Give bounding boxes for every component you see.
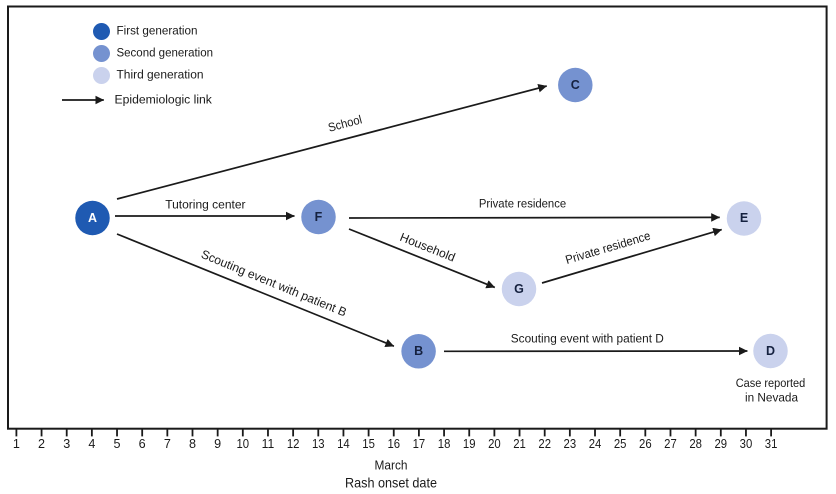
svg-text:23: 23: [564, 437, 577, 451]
svg-text:27: 27: [664, 437, 677, 451]
svg-text:8: 8: [189, 437, 196, 451]
svg-text:C: C: [571, 78, 580, 92]
svg-text:13: 13: [312, 437, 325, 451]
svg-text:Case reported: Case reported: [736, 376, 806, 390]
svg-text:24: 24: [589, 437, 602, 451]
svg-text:16: 16: [387, 437, 400, 451]
svg-text:7: 7: [164, 437, 171, 451]
svg-text:1: 1: [13, 437, 20, 451]
svg-text:14: 14: [337, 437, 350, 451]
svg-text:D: D: [766, 344, 775, 358]
svg-text:11: 11: [262, 437, 275, 451]
svg-text:26: 26: [639, 437, 652, 451]
svg-text:4: 4: [88, 437, 95, 451]
svg-text:18: 18: [438, 437, 451, 451]
svg-text:First generation: First generation: [117, 23, 198, 37]
svg-text:March: March: [375, 458, 408, 473]
svg-text:29: 29: [715, 437, 728, 451]
svg-text:21: 21: [513, 437, 526, 451]
svg-text:9: 9: [214, 437, 221, 451]
svg-text:Scouting event with patient D: Scouting event with patient D: [511, 332, 664, 346]
svg-text:25: 25: [614, 437, 627, 451]
svg-text:Rash onset date: Rash onset date: [345, 475, 437, 491]
svg-text:F: F: [315, 210, 323, 224]
svg-text:5: 5: [114, 437, 121, 451]
svg-text:in Nevada: in Nevada: [745, 391, 798, 405]
svg-text:15: 15: [362, 437, 375, 451]
svg-text:3: 3: [63, 437, 70, 451]
svg-text:Epidemiologic link: Epidemiologic link: [115, 93, 213, 107]
svg-text:12: 12: [287, 437, 300, 451]
svg-text:19: 19: [463, 437, 476, 451]
svg-text:G: G: [514, 282, 524, 296]
svg-text:Scouting event with patient B: Scouting event with patient B: [199, 247, 349, 319]
svg-text:Private residence: Private residence: [479, 197, 566, 211]
svg-text:A: A: [88, 211, 97, 225]
svg-text:Private residence: Private residence: [564, 229, 653, 267]
svg-text:20: 20: [488, 437, 501, 451]
svg-text:Second generation: Second generation: [117, 45, 214, 59]
svg-text:30: 30: [740, 437, 753, 451]
svg-text:28: 28: [689, 437, 702, 451]
svg-text:6: 6: [139, 437, 146, 451]
svg-text:School: School: [327, 112, 364, 134]
svg-text:Household: Household: [398, 230, 457, 265]
svg-text:31: 31: [765, 437, 778, 451]
svg-text:Third generation: Third generation: [117, 67, 204, 81]
svg-text:10: 10: [237, 437, 250, 451]
svg-text:2: 2: [38, 437, 45, 451]
svg-text:17: 17: [413, 437, 426, 451]
svg-text:Tutoring center: Tutoring center: [165, 198, 245, 212]
svg-text:22: 22: [538, 437, 551, 451]
svg-text:E: E: [740, 211, 748, 225]
svg-text:B: B: [414, 344, 423, 358]
